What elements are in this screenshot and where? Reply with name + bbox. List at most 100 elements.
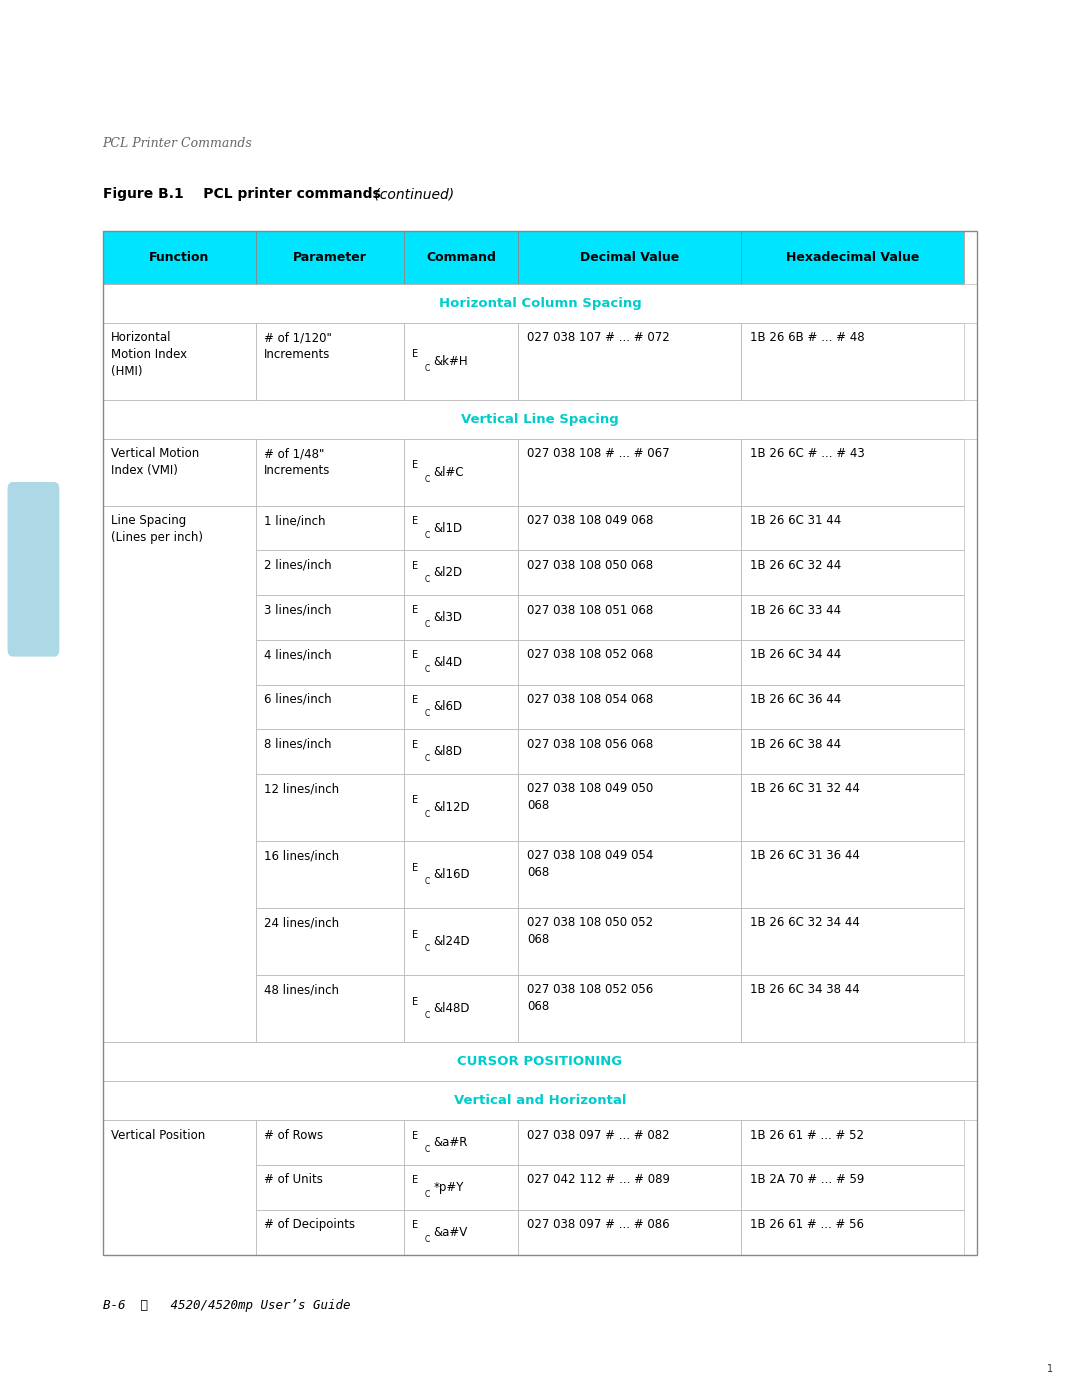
Bar bbox=[404, 439, 518, 506]
Bar bbox=[404, 685, 518, 729]
Bar bbox=[103, 323, 256, 400]
Bar bbox=[256, 908, 404, 975]
Text: 027 038 108 052 068: 027 038 108 052 068 bbox=[527, 648, 653, 661]
Text: Vertical Line Spacing: Vertical Line Spacing bbox=[461, 412, 619, 426]
Text: 1B 26 6C 33 44: 1B 26 6C 33 44 bbox=[750, 604, 841, 616]
Bar bbox=[256, 841, 404, 908]
Bar bbox=[741, 841, 964, 908]
Bar bbox=[404, 975, 518, 1042]
Text: &l1D: &l1D bbox=[433, 521, 462, 535]
Text: C: C bbox=[424, 1011, 430, 1020]
Bar bbox=[741, 550, 964, 595]
Text: 2 lines/inch: 2 lines/inch bbox=[265, 559, 332, 571]
Text: 1B 26 6C 36 44: 1B 26 6C 36 44 bbox=[750, 693, 841, 705]
Bar bbox=[404, 595, 518, 640]
Bar bbox=[518, 774, 741, 841]
Bar bbox=[256, 1120, 404, 1165]
Text: C: C bbox=[424, 1190, 430, 1199]
Bar bbox=[518, 506, 741, 550]
Bar bbox=[256, 729, 404, 774]
Bar bbox=[741, 439, 964, 506]
Bar bbox=[518, 1120, 741, 1165]
Bar bbox=[518, 975, 741, 1042]
Text: 1B 26 6C # ... # 43: 1B 26 6C # ... # 43 bbox=[750, 447, 865, 460]
Bar bbox=[103, 1081, 977, 1120]
Bar bbox=[404, 640, 518, 685]
Bar bbox=[518, 640, 741, 685]
Text: 4 lines/inch: 4 lines/inch bbox=[265, 648, 332, 661]
Text: Function: Function bbox=[149, 250, 210, 264]
Text: 1B 26 6C 31 36 44: 1B 26 6C 31 36 44 bbox=[750, 849, 860, 862]
Bar bbox=[256, 595, 404, 640]
Bar bbox=[103, 231, 256, 284]
Bar bbox=[256, 323, 404, 400]
Text: E: E bbox=[411, 605, 418, 616]
Bar bbox=[518, 595, 741, 640]
Text: B-6  ❖   4520/4520mp User’s Guide: B-6 ❖ 4520/4520mp User’s Guide bbox=[103, 1299, 350, 1312]
Text: 027 038 108 # ... # 067: 027 038 108 # ... # 067 bbox=[527, 447, 670, 460]
Bar bbox=[103, 323, 256, 400]
Bar bbox=[741, 729, 964, 774]
Text: 3 lines/inch: 3 lines/inch bbox=[265, 604, 332, 616]
Text: &l#C: &l#C bbox=[433, 465, 464, 479]
Text: 1B 26 6C 31 44: 1B 26 6C 31 44 bbox=[750, 514, 841, 527]
Bar bbox=[741, 774, 964, 841]
Bar bbox=[741, 595, 964, 640]
Bar bbox=[518, 1120, 741, 1165]
Text: &l12D: &l12D bbox=[433, 800, 470, 814]
Text: 1B 26 6C 34 44: 1B 26 6C 34 44 bbox=[750, 648, 841, 661]
Bar bbox=[256, 1120, 404, 1165]
Text: Hexadecimal Value: Hexadecimal Value bbox=[786, 250, 919, 264]
Bar bbox=[103, 231, 256, 284]
Bar bbox=[256, 439, 404, 506]
Bar bbox=[741, 506, 964, 550]
Text: C: C bbox=[424, 576, 430, 584]
Bar bbox=[741, 685, 964, 729]
Bar bbox=[404, 729, 518, 774]
Bar bbox=[741, 640, 964, 685]
Bar bbox=[256, 774, 404, 841]
Text: &l48D: &l48D bbox=[433, 1002, 470, 1016]
Bar bbox=[741, 506, 964, 550]
Bar bbox=[518, 685, 741, 729]
Text: 1B 2A 70 # ... # 59: 1B 2A 70 # ... # 59 bbox=[750, 1173, 864, 1186]
Bar bbox=[404, 231, 518, 284]
Bar bbox=[103, 284, 977, 323]
Text: # of 1/120"
Increments: # of 1/120" Increments bbox=[265, 331, 333, 360]
Bar bbox=[256, 640, 404, 685]
Bar bbox=[741, 231, 964, 284]
Text: 1B 26 6C 32 44: 1B 26 6C 32 44 bbox=[750, 559, 841, 571]
Bar bbox=[518, 231, 741, 284]
Bar bbox=[518, 1210, 741, 1255]
Text: E: E bbox=[411, 560, 418, 571]
Text: &k#H: &k#H bbox=[433, 355, 469, 367]
Text: &l16D: &l16D bbox=[433, 868, 470, 882]
Bar bbox=[404, 506, 518, 550]
Bar bbox=[518, 550, 741, 595]
Bar bbox=[741, 323, 964, 400]
Bar bbox=[256, 841, 404, 908]
Text: &l2D: &l2D bbox=[433, 566, 462, 580]
Text: # of Decipoints: # of Decipoints bbox=[265, 1218, 355, 1231]
Text: 48 lines/inch: 48 lines/inch bbox=[265, 983, 339, 996]
Bar bbox=[256, 1210, 404, 1255]
Text: 027 038 108 050 052
068: 027 038 108 050 052 068 bbox=[527, 916, 653, 946]
Bar bbox=[518, 729, 741, 774]
Bar bbox=[518, 975, 741, 1042]
Text: E: E bbox=[411, 650, 418, 661]
Bar bbox=[404, 774, 518, 841]
Text: 1B 26 61 # ... # 56: 1B 26 61 # ... # 56 bbox=[750, 1218, 864, 1231]
Bar bbox=[741, 774, 964, 841]
Bar bbox=[103, 1042, 977, 1081]
Bar bbox=[256, 595, 404, 640]
Text: C: C bbox=[424, 944, 430, 953]
Bar bbox=[103, 1042, 977, 1081]
Bar bbox=[404, 1120, 518, 1165]
Bar bbox=[404, 595, 518, 640]
Text: C: C bbox=[424, 531, 430, 539]
Bar bbox=[404, 685, 518, 729]
Bar bbox=[741, 231, 964, 284]
Bar bbox=[404, 774, 518, 841]
Text: 1B 26 6C 38 44: 1B 26 6C 38 44 bbox=[750, 738, 841, 750]
Text: 027 038 097 # ... # 082: 027 038 097 # ... # 082 bbox=[527, 1129, 670, 1141]
